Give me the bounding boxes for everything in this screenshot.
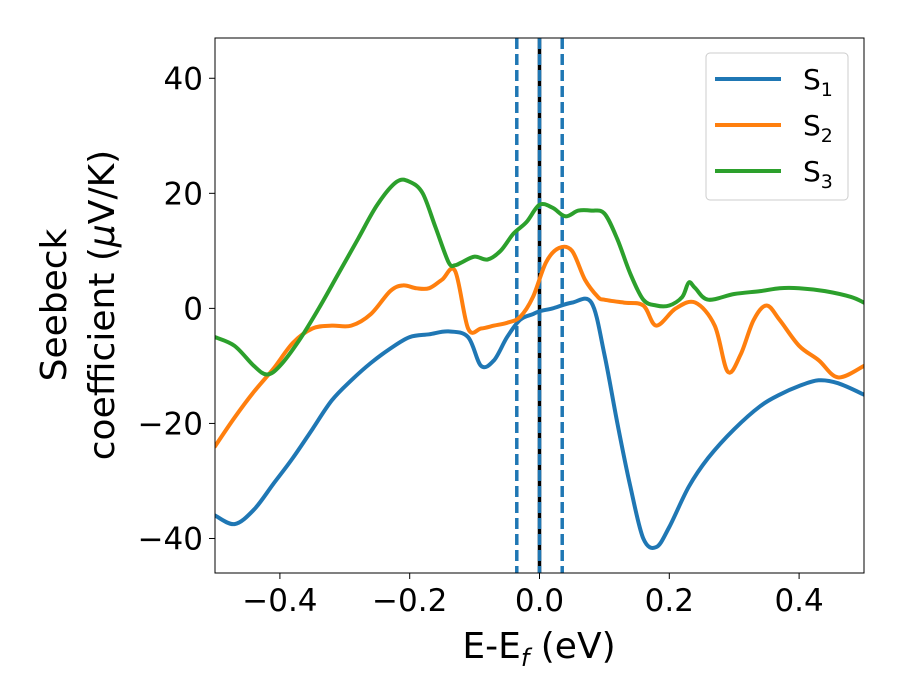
x-tick-label: −0.2	[372, 583, 447, 619]
y-tick-label: 0	[183, 291, 203, 327]
y-tick-label: −20	[138, 406, 203, 442]
y-axis-title: Seebeck coefficient (μV/K)	[34, 150, 123, 460]
x-tick-label: −0.4	[242, 583, 317, 619]
legend-label-s2: S2	[803, 109, 833, 147]
x-tick-label: 0.4	[774, 583, 823, 619]
x-axis-title: E-Ef (eV)	[462, 626, 615, 672]
y-tick-label: 20	[164, 176, 203, 212]
series-line-s2	[215, 244, 864, 449]
series-line-s1	[215, 296, 864, 550]
y-axis-title-line1: Seebeck	[34, 228, 75, 381]
legend-label-s1: S1	[803, 63, 833, 101]
x-tick-label: 0.0	[515, 583, 564, 619]
y-tick-label: −40	[138, 521, 203, 557]
y-tick-label: 40	[164, 61, 203, 97]
x-tick-label: 0.2	[645, 583, 694, 619]
legend: S1 S2 S3	[705, 52, 849, 201]
legend-label-s3: S3	[803, 155, 833, 193]
y-axis-title-line2: coefficient (μV/K)	[82, 150, 123, 460]
series-line-s3	[215, 177, 864, 377]
